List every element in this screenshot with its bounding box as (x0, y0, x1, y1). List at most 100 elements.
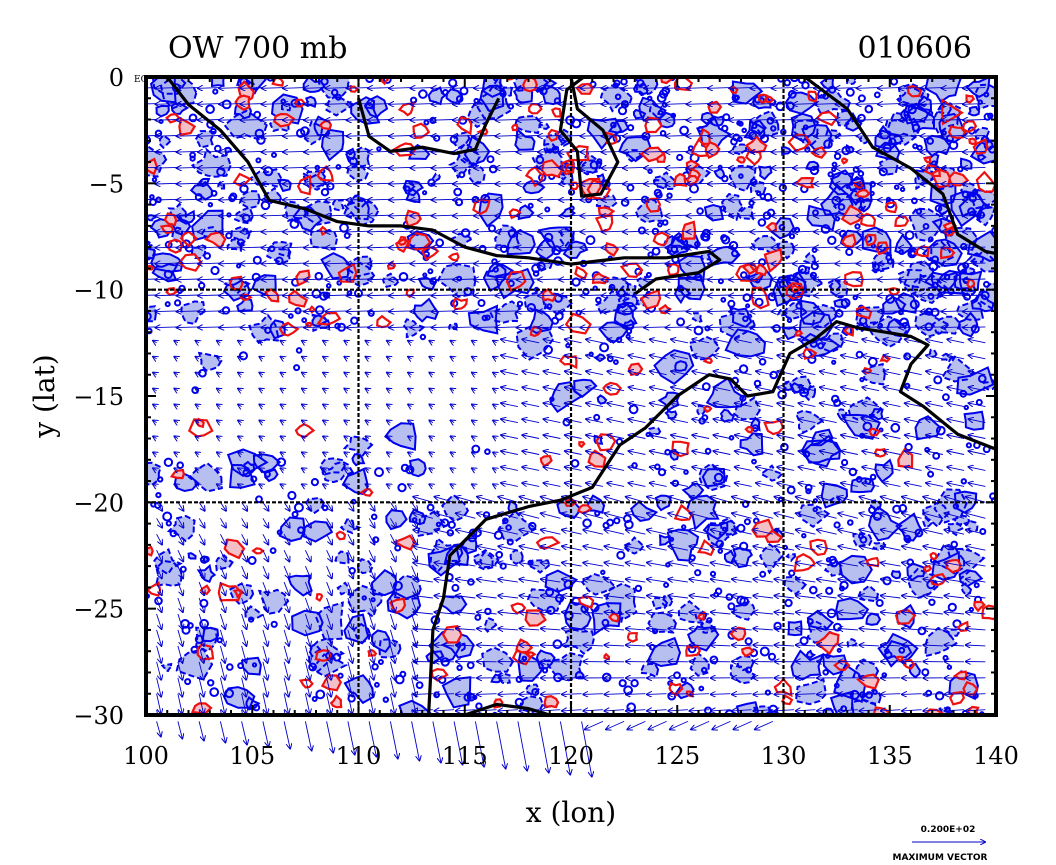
negative-contour (187, 552, 197, 560)
negative-contour-dot (582, 518, 592, 529)
negative-contour (728, 305, 753, 329)
positive-contour (575, 82, 595, 95)
negative-contour (577, 159, 599, 174)
positive-contour (367, 648, 378, 657)
negative-contour (514, 127, 536, 151)
negative-contour (317, 77, 351, 99)
negative-fill-region (734, 397, 760, 420)
negative-fill-region (794, 120, 818, 149)
negative-contour-dot (740, 271, 748, 279)
negative-contour (171, 226, 184, 243)
y-tick-label: −5 (89, 170, 124, 198)
negative-contour (931, 315, 962, 335)
negative-contour (194, 130, 216, 149)
negative-contour (922, 516, 934, 529)
wind-vector (198, 721, 204, 740)
negative-fill-region (245, 606, 263, 620)
wind-vector (670, 720, 689, 729)
negative-contour (497, 671, 511, 685)
negative-fill-region (449, 156, 475, 178)
negative-contour (691, 312, 703, 324)
negative-contour (320, 128, 345, 162)
negative-contour (835, 597, 870, 621)
negative-contour (270, 93, 304, 125)
y-tick-label: 0 (109, 64, 124, 92)
positive-contour (794, 329, 804, 337)
negative-contour-dot (689, 183, 699, 194)
negative-contour (153, 548, 183, 576)
negative-contour-dot (669, 536, 675, 542)
negative-contour (634, 198, 664, 224)
negative-contour (799, 266, 811, 275)
negative-contour (732, 396, 761, 421)
negative-fill-region (518, 650, 543, 681)
negative-contour (345, 146, 371, 168)
negative-contour-dot (927, 470, 935, 478)
negative-contour-dot (681, 524, 687, 530)
negative-fill-region (181, 301, 205, 324)
negative-contour-dot (899, 186, 906, 193)
negative-fill-region (782, 381, 792, 390)
negative-contour (146, 461, 163, 487)
negative-contour (784, 91, 819, 115)
wind-vector (627, 720, 646, 729)
negative-contour (863, 362, 886, 386)
negative-fill-region (786, 554, 796, 561)
negative-contour (720, 193, 744, 222)
negative-contour (749, 180, 767, 196)
negative-contour (386, 590, 422, 620)
negative-contour-dot (251, 272, 261, 282)
negative-contour (718, 517, 739, 536)
y-tick-label: −10 (73, 277, 124, 305)
negative-contour-dot (163, 457, 174, 467)
negative-fill-region (701, 252, 710, 260)
negative-contour (968, 248, 996, 273)
wind-vector (304, 721, 311, 750)
negative-contour (845, 111, 863, 132)
negative-contour (190, 147, 232, 178)
negative-contour (780, 379, 794, 392)
negative-contour (811, 303, 837, 329)
wind-vector (241, 721, 247, 744)
negative-contour (151, 263, 179, 283)
max-vector-label: MAXIMUM VECTOR (892, 853, 987, 863)
wind-vector (283, 721, 290, 748)
negative-contour (515, 325, 555, 361)
negative-contour (591, 602, 622, 636)
negative-contour (821, 707, 835, 715)
negative-contour (593, 353, 607, 363)
negative-contour (653, 176, 668, 188)
negative-contour-dot (546, 303, 553, 310)
wind-vector (411, 721, 420, 760)
negative-contour (852, 658, 880, 679)
negative-contour (336, 581, 351, 596)
wind-vector (219, 721, 225, 742)
equator-label: EQ (134, 75, 148, 85)
negative-fill-region (721, 409, 734, 422)
negative-contour (613, 302, 638, 328)
negative-fill-region (292, 610, 323, 636)
negative-fill-region (675, 361, 687, 371)
negative-contour (448, 155, 477, 180)
negative-contour (728, 164, 757, 193)
negative-contour (785, 552, 797, 563)
negative-contour (451, 131, 471, 150)
negative-contour (481, 646, 515, 673)
negative-contour (958, 191, 992, 222)
negative-contour (757, 165, 773, 181)
negative-contour (959, 157, 973, 170)
negative-contour (967, 105, 981, 117)
map-title: OW 700 mb (168, 31, 347, 66)
negative-contour (236, 297, 254, 313)
negative-contour (228, 582, 255, 606)
negative-contour-dot (382, 77, 392, 84)
negative-contour (625, 149, 643, 163)
negative-contour-dot (370, 513, 378, 521)
negative-contour (953, 490, 978, 514)
negative-contour (482, 263, 507, 292)
positive-contour (923, 155, 932, 164)
positive-contour (855, 188, 871, 198)
negative-contour (750, 119, 767, 136)
negative-contour (689, 651, 710, 677)
negative-contour (896, 85, 925, 110)
